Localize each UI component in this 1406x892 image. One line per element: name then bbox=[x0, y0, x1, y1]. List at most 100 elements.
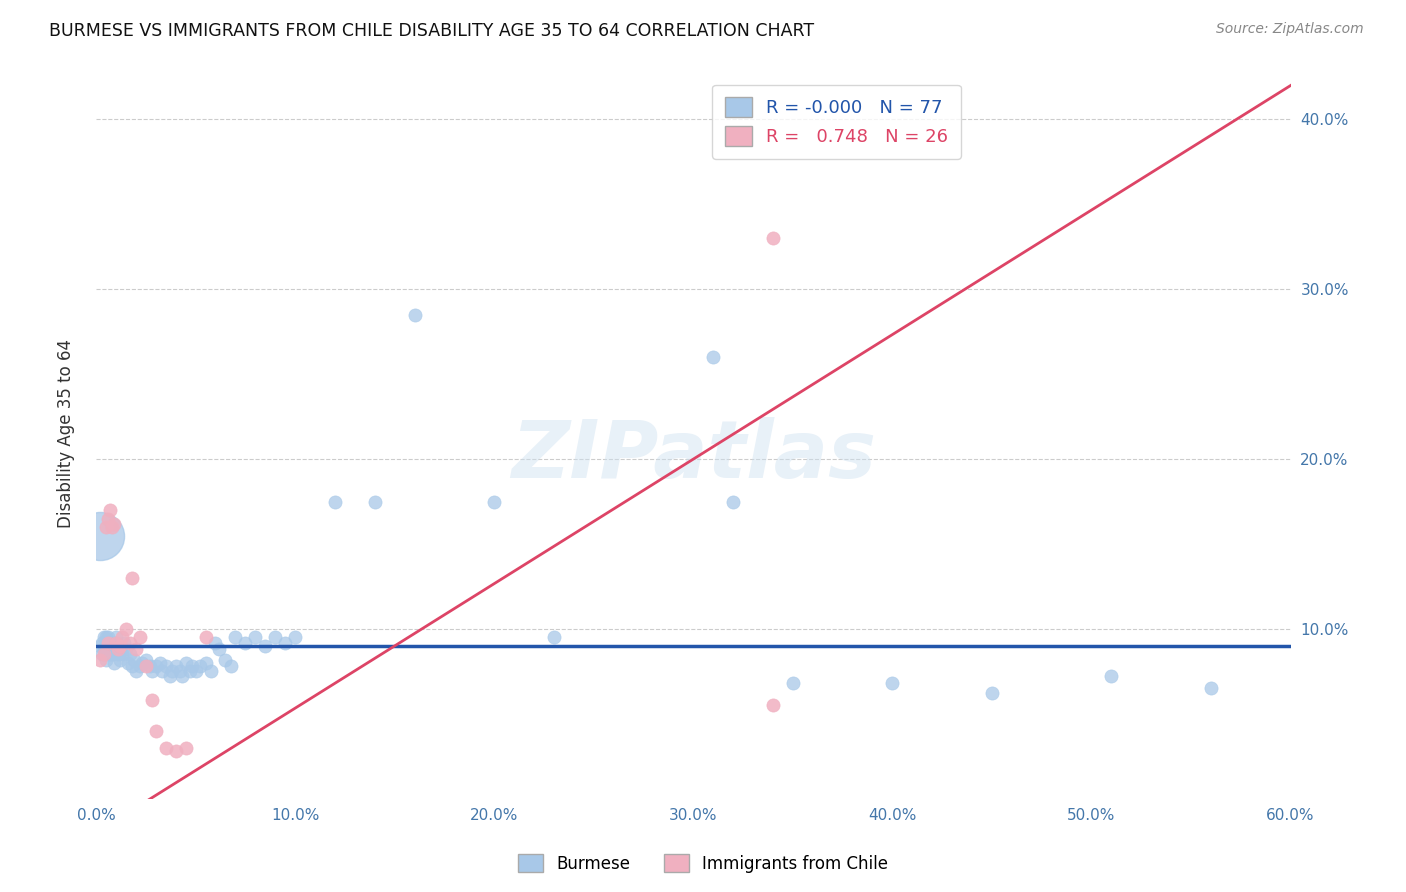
Point bbox=[145, 659, 167, 673]
Point bbox=[121, 659, 143, 673]
Point bbox=[122, 652, 145, 666]
Point bbox=[94, 631, 117, 645]
Point bbox=[762, 231, 785, 245]
Point bbox=[882, 676, 904, 690]
Point bbox=[323, 494, 346, 508]
Point bbox=[284, 631, 307, 645]
Point bbox=[204, 635, 226, 649]
Point bbox=[214, 652, 236, 666]
Point bbox=[188, 659, 211, 673]
Point bbox=[115, 622, 138, 636]
Point bbox=[145, 723, 167, 738]
Point bbox=[117, 656, 139, 670]
Point bbox=[221, 659, 243, 673]
Point bbox=[93, 631, 115, 645]
Point bbox=[184, 665, 207, 679]
Text: BURMESE VS IMMIGRANTS FROM CHILE DISABILITY AGE 35 TO 64 CORRELATION CHART: BURMESE VS IMMIGRANTS FROM CHILE DISABIL… bbox=[49, 22, 814, 40]
Point bbox=[103, 642, 125, 657]
Point bbox=[208, 642, 231, 657]
Point bbox=[97, 631, 120, 645]
Point bbox=[159, 669, 181, 683]
Point bbox=[128, 659, 150, 673]
Point bbox=[233, 635, 256, 649]
Point bbox=[112, 635, 135, 649]
Point bbox=[103, 656, 125, 670]
Point bbox=[94, 639, 117, 653]
Point bbox=[135, 652, 157, 666]
Point bbox=[264, 631, 287, 645]
Point bbox=[111, 631, 134, 645]
Point bbox=[274, 635, 297, 649]
Point bbox=[1099, 669, 1122, 683]
Point bbox=[179, 665, 201, 679]
Point bbox=[721, 494, 744, 508]
Point bbox=[91, 635, 114, 649]
Point bbox=[98, 648, 121, 662]
Point bbox=[224, 631, 246, 645]
Point bbox=[1199, 681, 1222, 696]
Point bbox=[118, 648, 141, 662]
Point bbox=[107, 642, 129, 657]
Point bbox=[141, 693, 163, 707]
Point bbox=[98, 642, 121, 657]
Point bbox=[108, 639, 131, 653]
Point bbox=[94, 652, 117, 666]
Point bbox=[107, 642, 129, 657]
Point bbox=[107, 648, 129, 662]
Point bbox=[174, 656, 197, 670]
Point bbox=[149, 656, 172, 670]
Point bbox=[125, 642, 148, 657]
Point bbox=[169, 665, 191, 679]
Point bbox=[160, 665, 183, 679]
Point bbox=[121, 571, 143, 585]
Point bbox=[97, 635, 120, 649]
Point bbox=[125, 665, 148, 679]
Point bbox=[91, 648, 114, 662]
Point bbox=[93, 648, 115, 662]
Point bbox=[174, 740, 197, 755]
Point bbox=[543, 631, 565, 645]
Point bbox=[97, 639, 120, 653]
Point bbox=[128, 631, 150, 645]
Point bbox=[364, 494, 387, 508]
Point bbox=[981, 686, 1004, 700]
Point bbox=[89, 639, 111, 653]
Point bbox=[135, 659, 157, 673]
Point bbox=[180, 659, 202, 673]
Point bbox=[108, 652, 131, 666]
Point bbox=[98, 635, 121, 649]
Point bbox=[762, 698, 785, 713]
Point bbox=[101, 520, 124, 534]
Point bbox=[170, 669, 193, 683]
Point bbox=[98, 503, 121, 517]
Point bbox=[245, 631, 267, 645]
Point bbox=[93, 642, 115, 657]
Text: Source: ZipAtlas.com: Source: ZipAtlas.com bbox=[1216, 22, 1364, 37]
Point bbox=[101, 639, 124, 653]
Legend: Burmese, Immigrants from Chile: Burmese, Immigrants from Chile bbox=[512, 847, 894, 880]
Point bbox=[150, 665, 173, 679]
Legend: R = -0.000   N = 77, R =   0.748   N = 26: R = -0.000 N = 77, R = 0.748 N = 26 bbox=[713, 85, 962, 159]
Point bbox=[782, 676, 804, 690]
Point bbox=[111, 648, 134, 662]
Point bbox=[141, 665, 163, 679]
Point bbox=[702, 350, 724, 364]
Point bbox=[97, 648, 120, 662]
Point bbox=[131, 656, 153, 670]
Point bbox=[115, 642, 138, 657]
Point bbox=[94, 520, 117, 534]
Point bbox=[118, 635, 141, 649]
Point bbox=[200, 665, 222, 679]
Point bbox=[89, 652, 111, 666]
Point bbox=[139, 659, 162, 673]
Text: ZIPatlas: ZIPatlas bbox=[510, 417, 876, 494]
Point bbox=[104, 635, 127, 649]
Point bbox=[254, 639, 277, 653]
Point bbox=[194, 631, 217, 645]
Point bbox=[101, 635, 124, 649]
Point bbox=[103, 516, 125, 531]
Y-axis label: Disability Age 35 to 64: Disability Age 35 to 64 bbox=[58, 339, 75, 528]
Point bbox=[97, 511, 120, 525]
Point bbox=[165, 659, 187, 673]
Point bbox=[101, 648, 124, 662]
